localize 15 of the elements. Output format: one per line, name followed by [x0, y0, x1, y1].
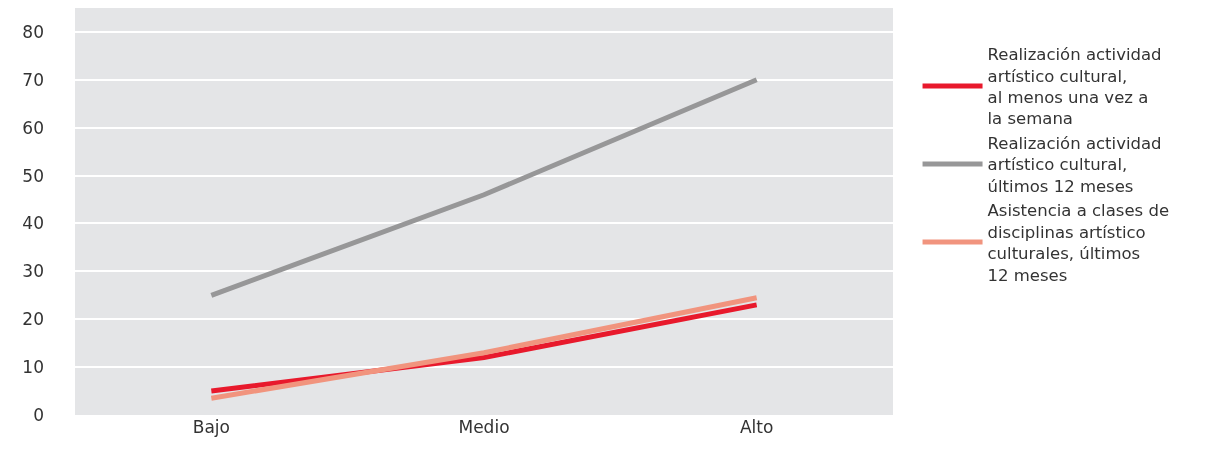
- legend-label: Realización actividad artístico cultural, últimos 12 meses: [987, 133, 1162, 196]
- y-tick-label: 40: [22, 213, 44, 234]
- legend-label: Asistencia a clases de disciplinas artístico culturales, últimos 12 meses: [987, 201, 1170, 285]
- y-tick-label: 50: [22, 165, 44, 186]
- x-tick-label: Bajo: [192, 417, 230, 437]
- y-tick-label: 30: [22, 261, 44, 282]
- y-tick-label: 60: [22, 117, 44, 138]
- y-tick-label: 80: [22, 21, 44, 42]
- x-tick-label: Medio: [458, 417, 510, 437]
- x-tick-label: Alto: [739, 417, 774, 437]
- y-tick-label: 0: [33, 404, 44, 425]
- legend-label: Realización actividad artístico cultural, al menos una vez a la semana: [987, 45, 1162, 129]
- y-tick-label: 70: [22, 69, 44, 90]
- y-tick-label: 20: [22, 309, 44, 330]
- y-tick-label: 10: [22, 357, 44, 378]
